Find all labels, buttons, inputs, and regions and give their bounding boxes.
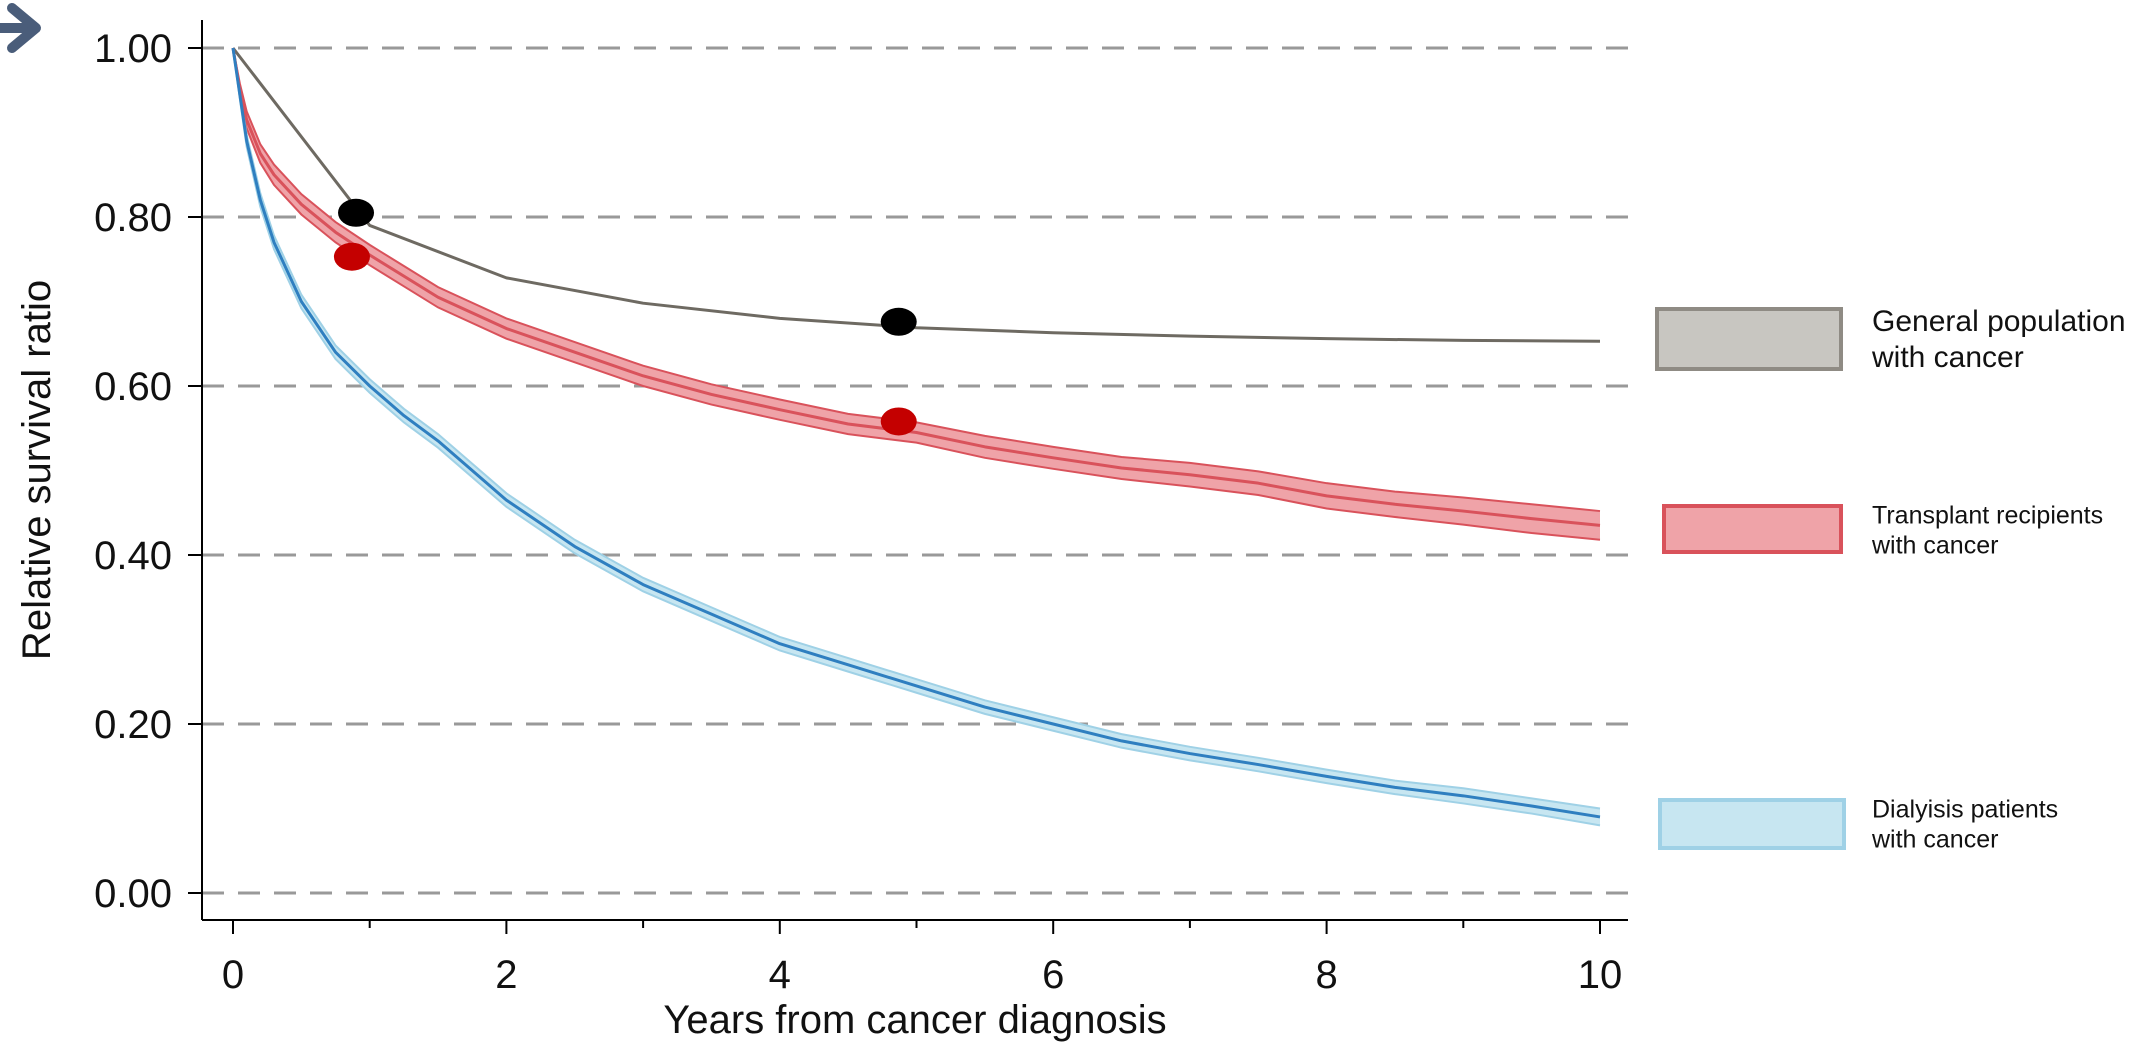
x-tick-label: 8 [1315, 953, 1337, 997]
legend-label-2-line2: with cancer [1871, 826, 1998, 854]
y-axis-title: Relative survival ratio [15, 280, 59, 660]
y-tick-label: 0.20 [94, 703, 172, 747]
band-lower-edge-series-1 [232, 47, 1601, 541]
legend-swatch-1 [1662, 504, 1843, 554]
series-lines [231, 47, 1601, 819]
series-markers [333, 198, 917, 436]
legend-swatch-2 [1658, 798, 1846, 850]
legend-label-0-line2: with cancer [1871, 341, 2024, 374]
legend-swatch-0 [1655, 307, 1843, 371]
marker-series-0-1 [880, 307, 917, 336]
y-tick-label: 1.00 [94, 27, 172, 71]
series-line-1 [231, 47, 1601, 527]
x-tick-label: 10 [1578, 953, 1623, 997]
axes [201, 20, 1628, 921]
arrow-right-icon [0, 3, 41, 53]
y-tick-label: 0.00 [94, 872, 172, 916]
grid-lines [202, 46, 1628, 895]
confidence-bands [232, 47, 1601, 827]
series-line-0 [231, 47, 1601, 343]
marker-series-1-1 [880, 407, 917, 436]
legend-label-1-line2: with cancer [1871, 532, 1998, 560]
y-tick-label: 0.40 [94, 534, 172, 578]
y-tick-label: 0.60 [94, 365, 172, 409]
band-upper-edge-series-2 [232, 47, 1601, 810]
x-tick-label: 2 [495, 953, 517, 997]
series-line-2 [231, 47, 1601, 819]
x-tick-label: 4 [769, 953, 791, 997]
legend-label-2-line1: Dialyisis patients [1872, 796, 2058, 824]
confidence-band-series-1 [233, 48, 1600, 540]
band-lower-edge-series-2 [232, 47, 1601, 827]
x-tick-label: 6 [1042, 953, 1064, 997]
marker-series-0-0 [338, 198, 375, 227]
y-tick-label: 0.80 [94, 196, 172, 240]
band-upper-edge-series-1 [232, 47, 1601, 513]
legend-label-0-line1: General population [1872, 305, 2126, 338]
marker-series-1-0 [333, 242, 370, 271]
x-tick-label: 0 [222, 953, 244, 997]
x-axis-title: Years from cancer diagnosis [663, 998, 1166, 1042]
axis-ticks: 0.00 0.20 0.40 0.60 0.80 1.00 0 2 4 6 8 10 [94, 27, 1622, 997]
legend-label-1-line1: Transplant recipients [1872, 502, 2103, 530]
